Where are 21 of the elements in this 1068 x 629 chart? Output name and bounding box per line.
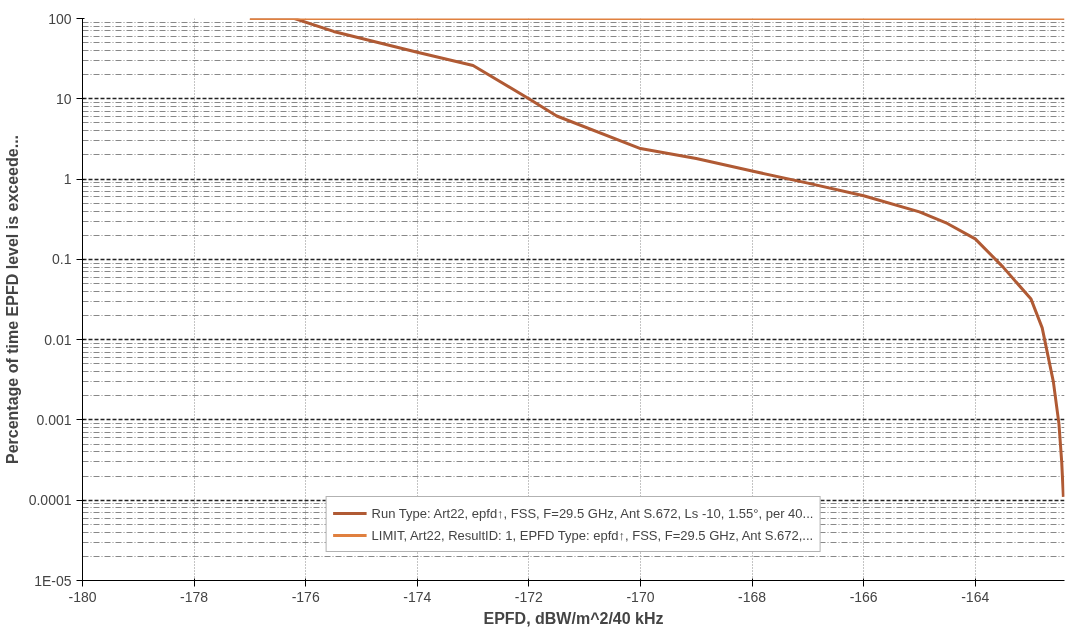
- x-tick-label: -170: [626, 588, 655, 605]
- x-tick-label: -176: [291, 588, 320, 605]
- x-tick-label: -168: [738, 588, 767, 605]
- y-tick-label: 0.01: [44, 331, 72, 348]
- y-tick-label: 0.0001: [28, 492, 72, 509]
- x-tick-label: -174: [403, 588, 432, 605]
- x-axis-title: EPFD, dBW/m^2/40 kHz: [483, 609, 664, 627]
- x-tick-label: -166: [849, 588, 878, 605]
- x-tick-label: -172: [514, 588, 544, 605]
- legend-label: Run Type: Art22, epfd↑, FSS, F=29.5 GHz, Ant S.672, Ls -10, 1.55°, per 40...: [371, 505, 814, 521]
- y-tick-label: 100: [48, 10, 72, 27]
- y-axis-title: Percentage of time EPFD level is exceede...: [3, 134, 21, 465]
- x-tick-label: -180: [68, 588, 97, 605]
- y-tick-label: 0.001: [36, 411, 72, 428]
- legend-label: LIMIT, Art22, ResultID: 1, EPFD Type: epfd↑, FSS, F=29.5 GHz, Ant S.672,...: [371, 527, 814, 543]
- y-tick-label: 0.1: [52, 251, 72, 268]
- y-tick-label: 1: [63, 171, 72, 188]
- x-tick-label: -178: [180, 588, 209, 605]
- x-tick-label: -164: [961, 588, 990, 605]
- y-tick-label: 1E-05: [34, 572, 72, 589]
- y-tick-label: 10: [55, 90, 72, 107]
